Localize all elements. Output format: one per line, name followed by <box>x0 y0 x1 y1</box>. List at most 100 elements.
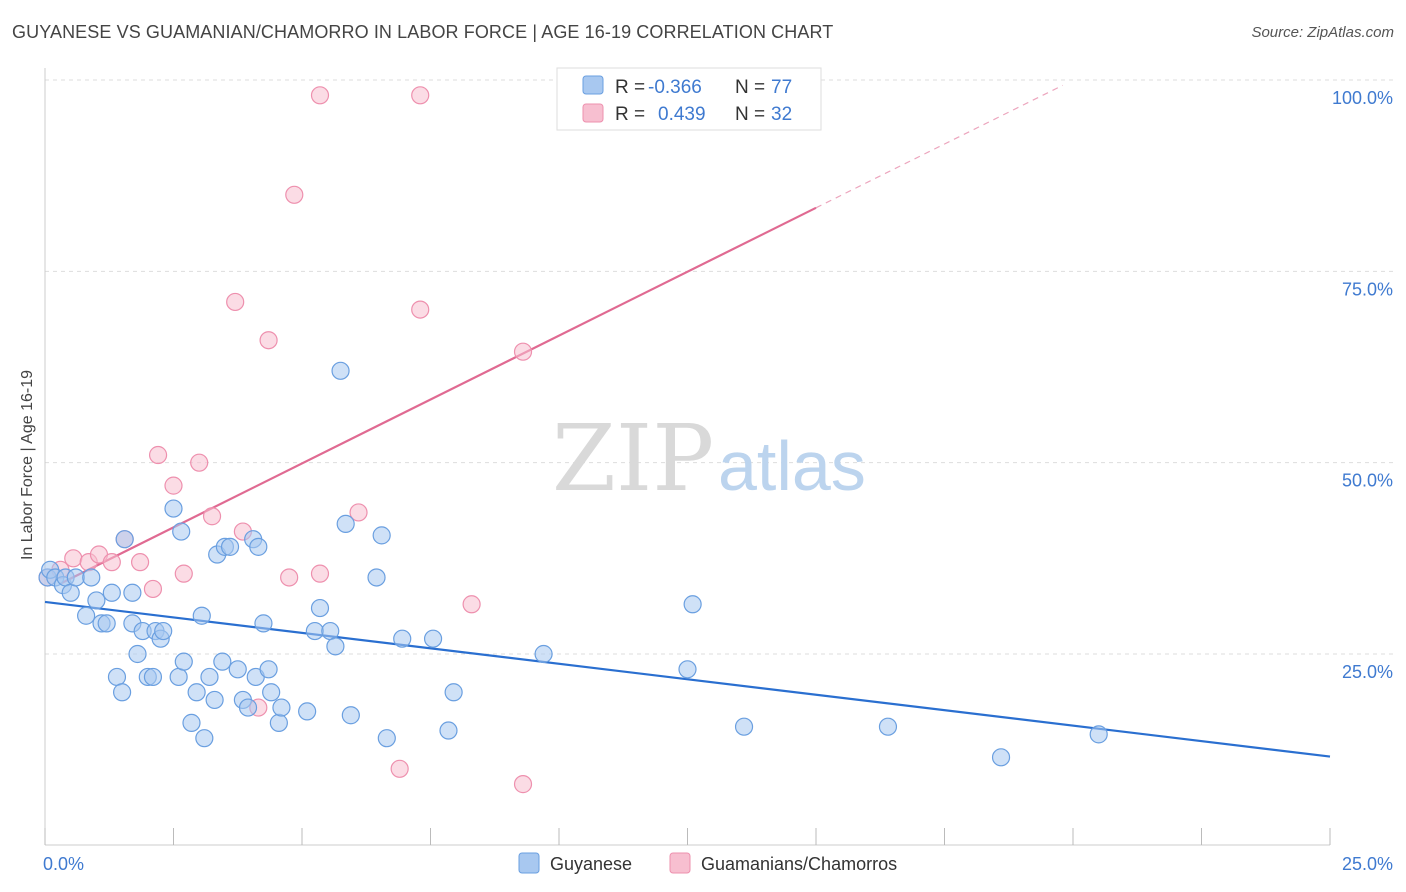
point-guyanese <box>254 614 273 633</box>
bottom-legend-label-guamanians: Guamanians/Chamorros <box>701 854 897 874</box>
point-guyanese <box>164 499 183 518</box>
point-guyanese <box>220 537 240 556</box>
point-guyanese <box>423 629 443 648</box>
point-guamanians <box>226 292 245 312</box>
point-guyanese <box>172 522 191 541</box>
x-tick-label: 0.0% <box>43 854 84 874</box>
point-guamanians <box>513 342 533 361</box>
point-guyanese <box>249 537 268 556</box>
point-guyanese <box>734 717 754 736</box>
y-tick-label: 25.0% <box>1342 662 1393 682</box>
legend-r-label-2: R = <box>615 104 645 125</box>
point-guamanians <box>390 759 409 778</box>
trend-line-guyanese <box>44 600 1331 758</box>
legend-swatch-guamanians <box>582 103 604 123</box>
point-guamanians <box>164 476 183 495</box>
point-guyanese <box>169 667 188 687</box>
x-tick-label: 25.0% <box>1342 854 1393 874</box>
point-guamanians <box>513 775 533 794</box>
legend-r-label-1: R = <box>615 77 645 98</box>
bottom-legend-swatch-guyanese <box>518 852 540 874</box>
point-guyanese <box>331 361 350 380</box>
watermark: ZIP atlas <box>552 405 866 512</box>
point-guyanese <box>367 568 386 587</box>
point-guamanians <box>174 564 193 583</box>
point-guyanese <box>321 621 340 641</box>
point-guyanese <box>200 667 219 687</box>
point-guyanese <box>192 606 211 625</box>
point-guyanese <box>336 514 355 533</box>
x-tick-labels: 0.0% 25.0% <box>43 854 1393 874</box>
point-guyanese <box>77 606 96 625</box>
point-guyanese <box>205 690 224 710</box>
point-guamanians <box>143 579 163 599</box>
point-guamanians <box>349 503 368 522</box>
y-tick-label: 100.0% <box>1332 88 1393 108</box>
x-ticks <box>44 828 1331 845</box>
point-guyanese <box>123 583 142 602</box>
point-guyanese <box>82 568 101 587</box>
legend-r-value-1: -0.366 <box>648 77 702 98</box>
point-guyanese <box>107 667 127 687</box>
point-guamanians <box>285 185 304 204</box>
series-guamanians-points <box>38 86 533 794</box>
point-guyanese <box>326 637 345 656</box>
point-guyanese <box>61 583 80 602</box>
point-guamanians <box>130 553 150 572</box>
point-guyanese <box>174 652 193 671</box>
point-guyanese <box>112 683 132 702</box>
correlation-legend: R = -0.366 N = 77 R = 0.439 N = 32 <box>556 67 822 131</box>
bottom-legend-label-guyanese: Guyanese <box>550 854 632 874</box>
point-guamanians <box>190 453 209 472</box>
point-guyanese <box>444 683 463 702</box>
point-guyanese <box>87 591 106 610</box>
point-guyanese <box>310 598 330 618</box>
point-guyanese <box>678 660 697 679</box>
point-guyanese <box>377 729 396 748</box>
legend-n-value-1: 77 <box>771 77 792 98</box>
legend-n-value-2: 32 <box>771 104 792 125</box>
point-guyanese <box>272 698 291 717</box>
series-legend: Guyanese Guamanians/Chamorros <box>518 852 897 874</box>
point-guamanians <box>202 507 222 526</box>
point-guyanese <box>259 660 278 679</box>
point-guamanians <box>64 549 83 568</box>
point-guamanians <box>411 86 430 105</box>
point-guyanese <box>534 644 553 664</box>
point-guamanians <box>462 595 481 614</box>
point-guamanians <box>148 445 168 465</box>
point-guamanians <box>310 86 330 105</box>
point-guyanese <box>102 583 121 602</box>
point-guyanese <box>154 621 173 641</box>
point-guyanese <box>195 729 214 748</box>
watermark-atlas: atlas <box>718 427 866 505</box>
trend-line-guamanians <box>59 206 817 585</box>
bottom-legend-swatch-guamanians <box>669 852 691 874</box>
point-guyanese <box>228 660 247 679</box>
y-tick-label: 50.0% <box>1342 471 1393 491</box>
point-guyanese <box>439 721 458 740</box>
legend-swatch-guyanese <box>582 75 604 95</box>
point-guyanese <box>66 568 85 587</box>
point-guyanese <box>269 713 288 732</box>
series-guyanese-points <box>38 361 1108 767</box>
chart-source: Source: ZipAtlas.com <box>1251 24 1394 41</box>
point-guamanians <box>411 300 430 319</box>
point-guyanese <box>262 683 281 702</box>
point-guyanese <box>128 644 147 664</box>
point-guyanese <box>1089 725 1108 744</box>
point-guyanese <box>115 530 134 549</box>
gridlines <box>45 79 1395 655</box>
point-guyanese <box>878 717 898 736</box>
y-tick-labels: 100.0% 75.0% 50.0% 25.0% <box>1332 88 1393 682</box>
point-guyanese <box>213 652 232 671</box>
legend-n-label-1: N = <box>735 77 765 98</box>
point-guamanians <box>280 568 299 587</box>
point-guyanese <box>143 667 163 687</box>
point-guamanians <box>310 564 330 583</box>
point-guyanese <box>305 621 324 641</box>
y-tick-label: 75.0% <box>1342 279 1393 299</box>
point-guyanese <box>393 629 412 648</box>
point-guyanese <box>97 614 116 633</box>
